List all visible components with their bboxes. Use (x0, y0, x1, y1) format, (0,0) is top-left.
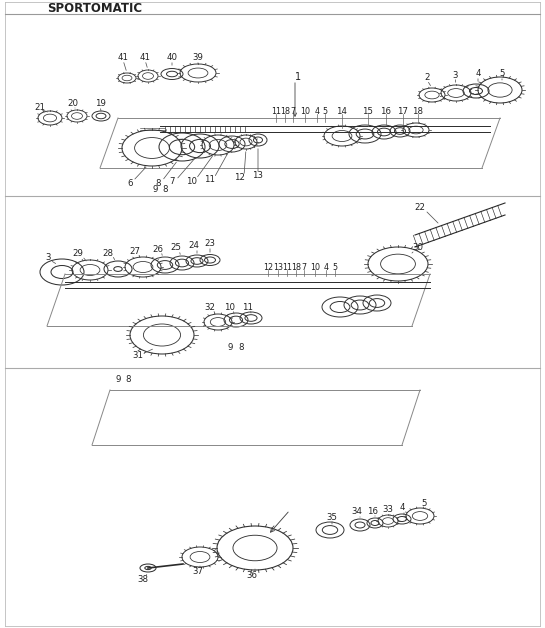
Text: 34: 34 (352, 507, 362, 516)
Text: 21: 21 (34, 102, 45, 112)
Text: 35: 35 (326, 512, 337, 521)
Text: 4: 4 (399, 504, 405, 512)
Text: 33: 33 (383, 506, 393, 514)
Text: 41: 41 (140, 53, 150, 63)
Text: 22: 22 (415, 203, 426, 212)
Text: 5: 5 (499, 70, 505, 78)
Text: 36: 36 (246, 571, 257, 580)
Text: 18: 18 (280, 107, 290, 117)
Text: 30: 30 (413, 244, 423, 252)
Text: 11: 11 (243, 303, 253, 311)
Text: 8: 8 (238, 344, 244, 352)
Text: 20: 20 (68, 99, 78, 109)
Text: 10: 10 (310, 264, 320, 273)
Text: 14: 14 (336, 107, 348, 117)
Text: 10: 10 (225, 303, 235, 311)
Text: 32: 32 (204, 303, 215, 311)
Text: 3: 3 (452, 70, 458, 80)
Text: 4: 4 (475, 70, 481, 78)
Text: 37: 37 (192, 568, 203, 577)
Text: 31: 31 (132, 352, 143, 360)
Text: 38: 38 (137, 575, 148, 585)
Text: 9: 9 (227, 344, 233, 352)
Text: 5: 5 (332, 264, 337, 273)
Text: 11: 11 (282, 264, 292, 273)
Text: 11: 11 (271, 107, 281, 117)
Text: 6: 6 (127, 178, 133, 188)
Text: 16: 16 (367, 507, 378, 516)
Text: 2: 2 (424, 73, 430, 82)
Text: 8: 8 (162, 185, 168, 195)
Text: 25: 25 (171, 244, 181, 252)
Text: 9: 9 (152, 185, 158, 195)
Text: 18: 18 (413, 107, 423, 117)
Text: 7: 7 (301, 264, 306, 273)
Text: 12: 12 (234, 173, 245, 183)
Text: 8: 8 (155, 178, 161, 188)
Text: 19: 19 (95, 99, 105, 109)
Text: 8: 8 (125, 376, 131, 384)
Text: 11: 11 (204, 175, 215, 185)
Text: 4: 4 (314, 107, 319, 117)
Text: 41: 41 (118, 53, 129, 63)
Text: 17: 17 (397, 107, 409, 117)
Text: 7: 7 (169, 178, 175, 187)
Text: 26: 26 (153, 244, 164, 254)
Text: 4: 4 (324, 264, 329, 273)
Text: 9: 9 (116, 376, 120, 384)
Text: 1: 1 (295, 72, 301, 82)
Text: 10: 10 (300, 107, 310, 117)
Text: 29: 29 (72, 249, 83, 259)
Text: 16: 16 (380, 107, 391, 117)
Text: 10: 10 (186, 176, 197, 185)
Text: 7: 7 (290, 107, 295, 117)
Text: 12: 12 (263, 264, 273, 273)
Text: 23: 23 (204, 239, 215, 249)
Text: 3: 3 (45, 254, 51, 263)
Text: 15: 15 (362, 107, 373, 117)
Text: 5: 5 (421, 499, 427, 507)
Text: 13: 13 (252, 171, 263, 180)
Text: 18: 18 (291, 264, 301, 273)
Text: 24: 24 (189, 242, 199, 251)
Text: 13: 13 (273, 264, 283, 273)
Text: 39: 39 (192, 53, 203, 63)
Text: 28: 28 (102, 249, 113, 257)
Text: 5: 5 (323, 107, 328, 117)
Text: 27: 27 (130, 247, 141, 256)
Text: 40: 40 (167, 53, 178, 63)
Text: SPORTOMATIC: SPORTOMATIC (47, 3, 143, 16)
